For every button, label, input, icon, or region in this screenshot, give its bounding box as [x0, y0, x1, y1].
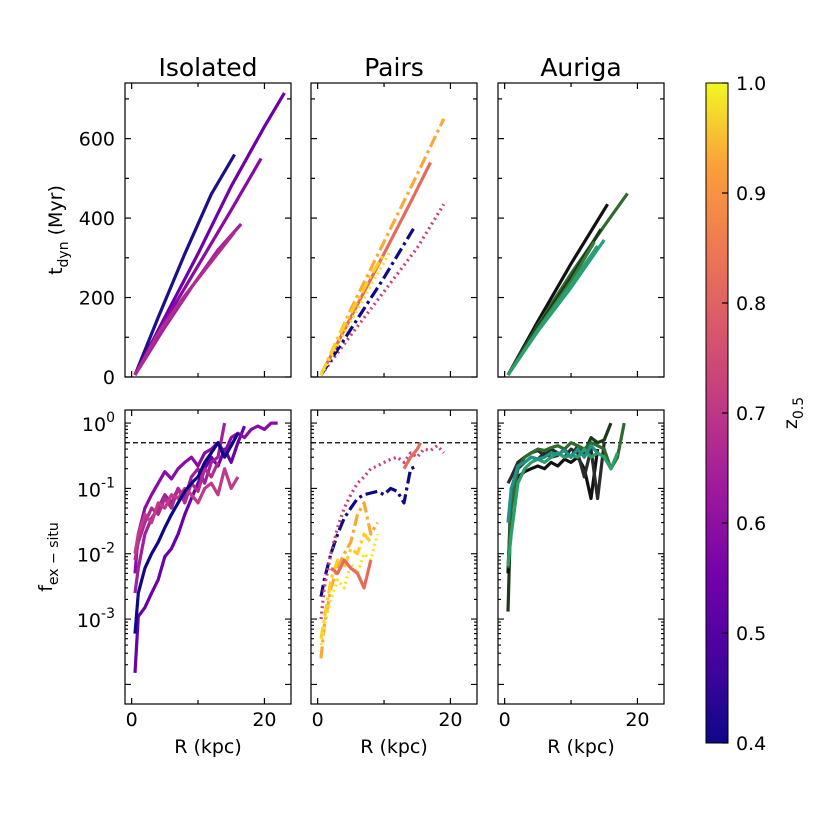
y-tick-label: 10-1	[77, 475, 115, 501]
tdyn-line-2	[133, 92, 286, 376]
fex-line-4	[319, 532, 373, 639]
fex-line-2	[319, 444, 445, 620]
tdyn-line-1	[133, 153, 236, 376]
fex-line-6	[329, 558, 373, 590]
x-tick-label: 20	[625, 709, 649, 731]
x-tick-label: 20	[252, 709, 276, 731]
colorbar-tick-label: 1.0	[736, 73, 766, 95]
colorbar-tick-label: 0.8	[736, 293, 766, 315]
y-tick-label: 100	[82, 410, 115, 436]
y-tick-label: 200	[79, 288, 115, 310]
colorbar-tick-label: 0.9	[736, 183, 766, 205]
y-tick-label: 10-2	[77, 541, 115, 567]
fex-line-7	[402, 441, 423, 470]
fex-line-2	[506, 448, 600, 574]
fex-line-6	[133, 432, 240, 634]
tdyn-line-6	[506, 244, 599, 376]
panel-title: Pairs	[364, 53, 424, 82]
panel-frame-top	[124, 82, 292, 378]
bottom-y-axis-label: fex − situ	[35, 522, 62, 592]
colorbar-label: z0.5	[780, 397, 807, 429]
panel-frame-top	[497, 82, 665, 378]
y-tick-label: 600	[79, 129, 115, 151]
x-tick-label: 20	[438, 709, 462, 731]
panel-title: Auriga	[540, 53, 621, 82]
x-axis-label: R (kpc)	[360, 736, 428, 758]
colorbar: 0.4 0.5 0.6 0.7 0.8 0.9 1.0 z0.5	[705, 73, 807, 755]
panel-frame-top	[310, 82, 478, 378]
fex-line-5	[133, 467, 240, 554]
y-tick-label: 10-3	[77, 606, 115, 632]
tdyn-line-5	[319, 252, 386, 376]
x-axis-label: R (kpc)	[174, 736, 242, 758]
tdyn-line-2	[319, 161, 432, 376]
colorbar-tick-label: 0.6	[736, 513, 766, 535]
fex-line-6	[506, 444, 599, 523]
tdyn-line-5	[133, 231, 236, 376]
tdyn-line-6	[319, 249, 393, 376]
x-axis-label: R (kpc)	[547, 736, 615, 758]
colorbar-tick-label: 0.7	[736, 403, 766, 425]
x-tick-label: 0	[312, 709, 324, 731]
tdyn-line-4	[319, 227, 416, 376]
fex-line-3	[319, 501, 379, 659]
y-tick-label: 0	[103, 367, 115, 389]
panel-title: Isolated	[158, 53, 257, 82]
colorbar-tick-label: 0.4	[736, 733, 766, 755]
fex-line-1	[133, 425, 246, 673]
top-y-axis-label: tdyn (Myr)	[45, 185, 72, 275]
tdyn-line-3	[319, 203, 446, 376]
x-tick-label: 0	[126, 709, 138, 731]
fex-line-5	[506, 447, 619, 567]
fex-line-2	[133, 421, 278, 574]
colorbar-tick-label: 0.5	[736, 623, 766, 645]
fex-line-4	[506, 422, 626, 569]
panel-frame-bottom	[310, 409, 478, 705]
fex-line-5	[319, 533, 379, 646]
fex-line-1	[319, 464, 418, 598]
y-tick-label: 400	[79, 208, 115, 230]
x-tick-label: 0	[499, 709, 511, 731]
